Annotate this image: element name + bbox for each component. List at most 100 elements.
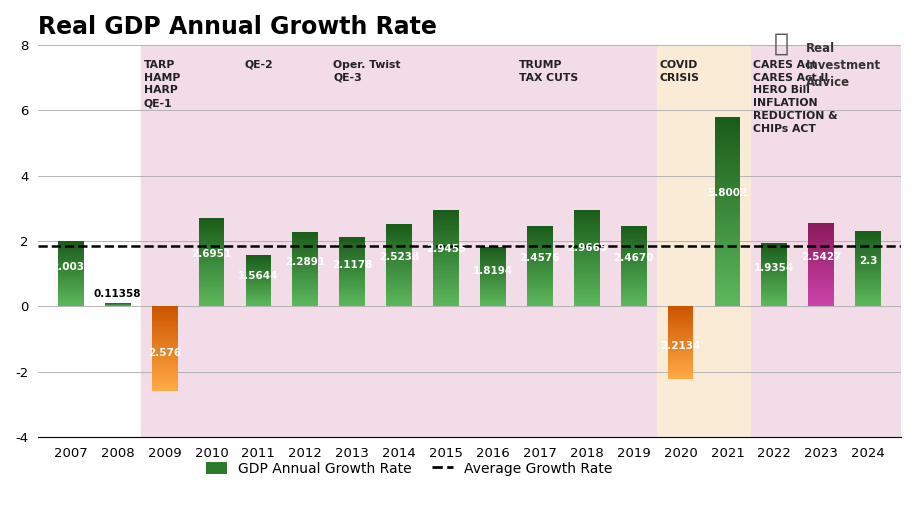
Bar [199,236,224,237]
Bar [433,297,459,298]
Bar [387,279,412,280]
Bar [58,266,83,267]
Bar [856,260,881,261]
Bar [668,317,693,319]
Bar [339,286,365,287]
Bar [58,268,83,269]
Bar [58,305,83,306]
Bar [621,274,647,276]
Bar [245,259,271,260]
Text: TRUMP
TAX CUTS: TRUMP TAX CUTS [518,60,578,83]
Bar [152,363,178,364]
Bar [573,245,600,246]
Bar [527,284,552,285]
Bar [292,241,318,242]
Bar [621,249,647,250]
Bar [199,260,224,261]
Text: 1.5644: 1.5644 [238,271,278,281]
Bar [808,244,834,245]
Bar [573,292,600,294]
Bar [714,234,740,237]
Bar [152,343,178,344]
Bar [808,281,834,283]
Bar [292,277,318,278]
Bar [761,305,787,306]
Bar [808,248,834,250]
Bar [387,242,412,243]
Bar [433,239,459,241]
Bar [527,263,552,265]
Bar [387,278,412,279]
Bar [714,290,740,294]
Bar [387,280,412,282]
Bar [761,262,787,263]
Bar [761,250,787,251]
Bar [433,241,459,242]
Bar [856,282,881,284]
Bar [387,232,412,234]
Bar [527,269,552,270]
Bar [292,248,318,249]
Bar [480,271,506,272]
Bar [714,132,740,136]
Bar [761,258,787,259]
Bar [856,233,881,234]
Bar [387,228,412,229]
Bar [339,265,365,266]
Bar [856,235,881,236]
Bar [245,280,271,281]
Bar [433,214,459,215]
Bar [199,272,224,274]
Bar [480,273,506,275]
Bar [668,321,693,322]
Bar [292,258,318,259]
Bar [668,326,693,327]
Bar [339,260,365,261]
Bar [339,279,365,280]
Bar [58,261,83,262]
Bar [199,292,224,293]
Bar [808,257,834,258]
Bar [527,296,552,297]
Bar [527,282,552,284]
Bar [761,260,787,261]
Bar [808,251,834,252]
Bar [856,237,881,239]
Bar [152,376,178,378]
Bar [339,254,365,255]
Bar [245,298,271,299]
Bar [199,218,224,220]
Bar [480,293,506,294]
Bar [339,278,365,279]
Bar [621,289,647,290]
Bar [527,275,552,276]
Bar [621,290,647,292]
Bar [527,294,552,296]
Bar [292,288,318,289]
Bar [58,292,83,293]
Bar [668,370,693,372]
Bar [141,45,329,437]
Bar [339,277,365,278]
Bar [339,253,365,254]
Bar [152,322,178,323]
Bar [856,274,881,275]
Bar [152,375,178,376]
Bar [808,276,834,277]
Bar [245,301,271,302]
Bar [152,357,178,358]
Bar [621,271,647,273]
Bar [58,258,83,259]
Bar [480,279,506,280]
Bar [58,300,83,301]
Bar [245,287,271,288]
Bar [58,242,83,243]
Bar [856,302,881,303]
Bar [808,283,834,284]
Bar [621,298,647,300]
Bar [433,225,459,226]
Bar [58,251,83,252]
Bar [339,285,365,286]
Bar [245,278,271,279]
Bar [387,258,412,260]
